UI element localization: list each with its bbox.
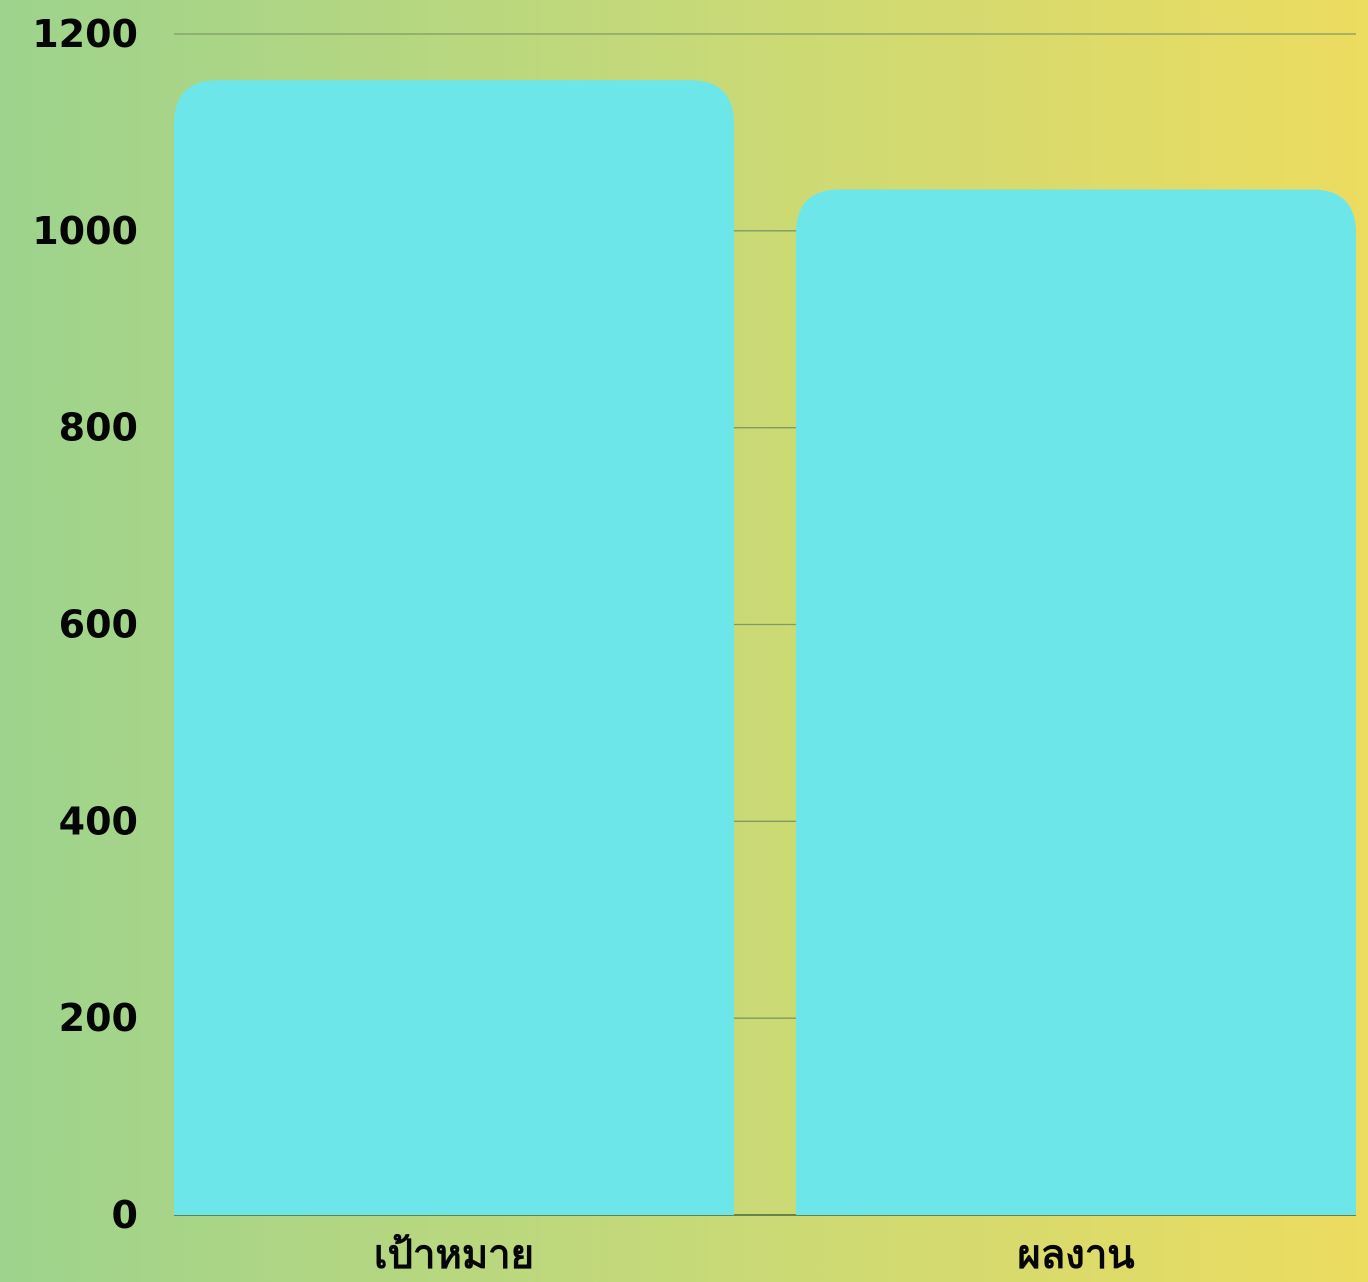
x-axis-category-labels: เป้าหมาย ผลงาน — [374, 1232, 1135, 1278]
y-tick-label: 600 — [59, 603, 138, 647]
y-tick-label: 400 — [59, 799, 138, 843]
y-tick-label: 0 — [112, 1193, 138, 1237]
y-tick-label: 200 — [59, 996, 138, 1040]
x-category-label: เป้าหมาย — [374, 1232, 534, 1278]
x-category-label: ผลงาน — [1017, 1232, 1134, 1278]
bar-1 — [174, 80, 734, 1215]
y-axis-tick-labels: 0 200 400 600 800 1000 1200 — [32, 12, 138, 1237]
y-tick-label: 1200 — [32, 12, 138, 56]
y-tick-label: 800 — [59, 406, 138, 450]
bar-2 — [796, 189, 1356, 1216]
y-tick-label: 1000 — [32, 209, 138, 253]
bars — [174, 80, 1356, 1216]
